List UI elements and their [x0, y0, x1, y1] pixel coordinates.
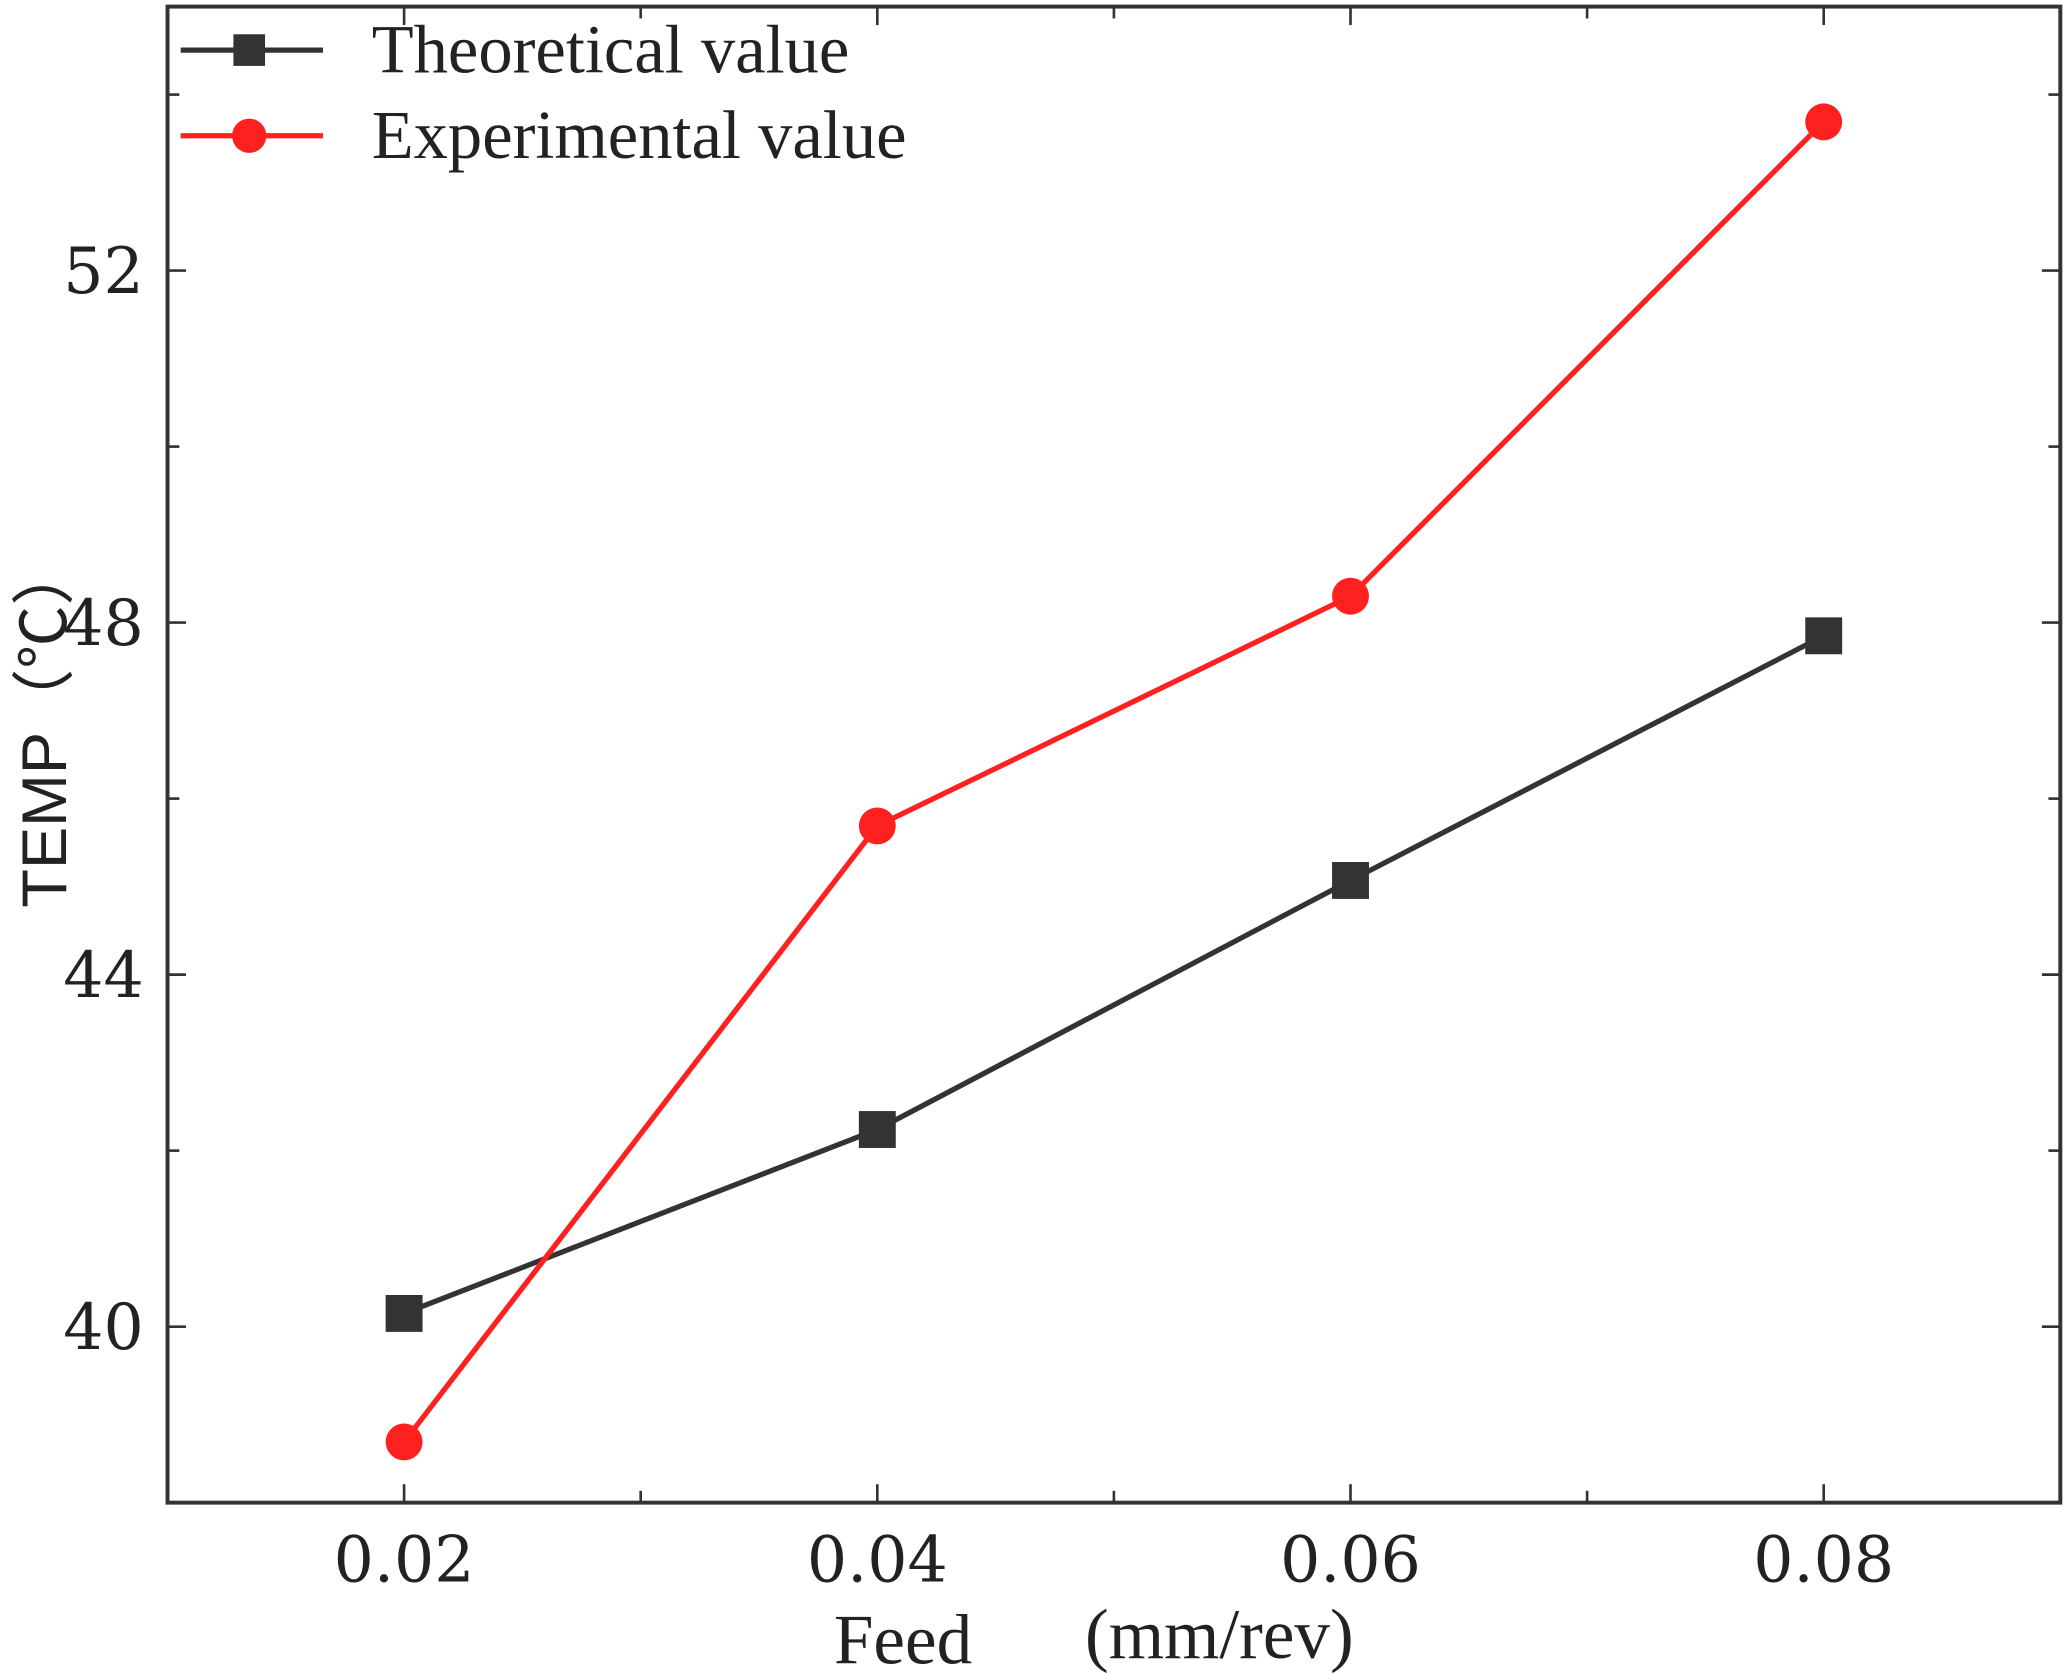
plot-frame — [165, 4, 2063, 1505]
legend: Theoretical value Experimental value — [180, 11, 907, 173]
data-point-theoretical-value — [858, 1111, 896, 1148]
y-tick-label: 44 — [63, 938, 143, 1012]
data-point-theoretical-value — [1332, 862, 1369, 899]
x-tick-label: 0.04 — [807, 1523, 948, 1597]
x-axis-label-unit: (mm/rev) — [1085, 1596, 1354, 1674]
data-point-experimental-value — [858, 807, 896, 845]
data-point-experimental-value — [385, 1423, 423, 1461]
legend-marker-experimental — [232, 118, 267, 153]
x-tick-label: 0.02 — [334, 1523, 475, 1597]
y-tick-label: 40 — [63, 1290, 143, 1364]
legend-label-experimental: Experimental value — [372, 97, 907, 173]
data-point-theoretical-value — [1805, 617, 1843, 655]
legend-label-theoretical: Theoretical value — [372, 11, 850, 87]
x-axis-label-feed: Feed — [834, 1601, 972, 1674]
data-point-experimental-value — [1332, 577, 1369, 615]
data-point-theoretical-value — [385, 1294, 423, 1332]
legend-marker-theoretical — [233, 34, 266, 66]
x-tick-label: 0.08 — [1753, 1523, 1894, 1597]
y-tick-label: 52 — [63, 234, 143, 308]
series-line-theoretical-value — [403, 633, 1825, 1316]
y-axis-label: TEMP（℃） — [10, 542, 80, 907]
x-tick-label: 0.06 — [1280, 1523, 1421, 1597]
y-tick-label: 48 — [63, 586, 143, 660]
series-line-experimental-value — [402, 120, 1826, 1444]
data-point-experimental-value — [1805, 103, 1843, 141]
